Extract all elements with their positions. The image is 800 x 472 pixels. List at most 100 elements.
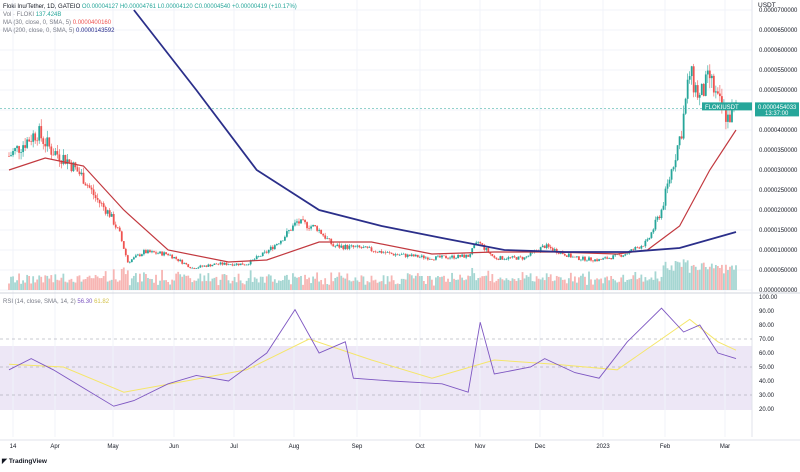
candle-body: [527, 255, 530, 257]
volume-bar: [513, 279, 516, 290]
volume-bar: [408, 274, 411, 290]
candle-body: [567, 253, 570, 257]
candle-body: [338, 244, 341, 248]
candle-body: [604, 257, 606, 259]
volume-bar: [692, 264, 695, 290]
volume-bar: [650, 277, 653, 290]
volume-bar: [225, 275, 228, 290]
candle-body: [666, 183, 669, 189]
candle-body: [340, 245, 343, 248]
candle-body: [229, 264, 232, 265]
volume-bar: [139, 273, 141, 290]
candle-body: [187, 264, 190, 268]
candle-body: [191, 267, 194, 269]
volume-bar: [461, 277, 464, 290]
volume-bar: [435, 277, 437, 290]
candle-body: [257, 256, 260, 257]
candle-body: [300, 219, 302, 224]
candle-body: [34, 133, 37, 141]
legend-symbol[interactable]: Floki Inu/Tether, 1D, GATEIO: [3, 4, 81, 10]
candle-body: [44, 143, 47, 147]
candle-body: [175, 257, 178, 259]
volume-bar: [557, 276, 560, 290]
candle-body: [263, 251, 266, 253]
candle-body: [288, 230, 290, 232]
volume-bar: [700, 263, 703, 290]
candle-body: [435, 256, 437, 260]
candle-body: [193, 267, 196, 269]
legend-vol-label[interactable]: Vol · FLOKI: [3, 12, 35, 18]
candle-body: [390, 252, 393, 254]
volume-bar: [453, 278, 455, 290]
candle-body: [94, 195, 97, 199]
volume-bar: [608, 280, 611, 290]
candle-body: [364, 246, 367, 248]
currency-label[interactable]: USDT: [758, 2, 776, 9]
candle-body: [155, 252, 157, 254]
volume-bar: [674, 261, 677, 290]
volume-bar: [126, 270, 129, 290]
candle-body: [412, 254, 415, 257]
legend-ma200-label[interactable]: MA (200, close, 0, SMA, 5): [3, 28, 75, 34]
volume-bar: [624, 281, 627, 290]
volume-bar: [449, 281, 451, 290]
candle-body: [634, 247, 637, 250]
volume-bar: [205, 280, 208, 290]
candle-body: [692, 66, 695, 93]
legend-rsi-label[interactable]: RSI (14, close, SMA, 14, 2): [3, 299, 76, 305]
volume-bar: [646, 280, 649, 290]
volume-bar: [302, 284, 304, 290]
candles: [8, 63, 737, 269]
volume-bar: [279, 280, 282, 290]
candle-body: [422, 255, 425, 259]
volume-bar: [167, 281, 169, 290]
candle-body: [286, 231, 288, 237]
tradingview-logo[interactable]: ◤ TradingView: [2, 457, 47, 465]
candle-body: [304, 220, 306, 223]
rsi-axis[interactable]: 100.00 90.00 80.00 70.00 60.00 50.00 40.00 30.0…: [759, 295, 778, 413]
volume-bar: [28, 275, 31, 290]
candle-body: [656, 216, 659, 220]
time-tick-label: Apr: [50, 444, 59, 450]
volume-bar: [70, 278, 73, 290]
volume-bar: [594, 279, 596, 290]
volume-bar: [684, 262, 687, 290]
candle-body: [483, 244, 486, 250]
rsi-ma-line: [8, 318, 737, 393]
price-tick-label: 0.0000350000: [759, 148, 798, 154]
volume-bar: [384, 284, 387, 290]
volume-bar: [346, 273, 349, 290]
volume-bar: [292, 273, 294, 290]
volume-bar: [290, 284, 292, 290]
candle-body: [54, 151, 57, 156]
candle-body: [100, 203, 103, 204]
price-tag-symbol-bg: [702, 102, 752, 111]
rsi-line: [8, 307, 737, 407]
candle-body: [362, 247, 365, 249]
candle-body: [696, 85, 699, 98]
candle-body: [618, 254, 621, 255]
legend-volume-row: Vol · FLOKI 137.424B: [3, 11, 61, 19]
volume-bar: [567, 278, 570, 290]
candle-body: [642, 246, 645, 247]
legend-ma30-label[interactable]: MA (30, close, 0, SMA, 5): [3, 20, 72, 26]
price-tick-label: 0.0000200000: [759, 208, 798, 214]
volume-bar: [352, 280, 355, 290]
candle-body: [225, 262, 228, 266]
price-axis[interactable]: 0.0000700000 0.0000650000 0.0000600000 0.00…: [759, 8, 798, 294]
candle-body: [588, 257, 590, 261]
volume-bar: [8, 283, 10, 290]
volume-bar: [733, 269, 735, 290]
volume-bar: [175, 273, 178, 290]
volume-bar: [422, 281, 425, 290]
time-axis[interactable]: 14 Apr May Jun Jul Aug Sep Oct Nov Dec 2023 Feb Mar: [0, 439, 800, 450]
candle-body: [549, 246, 552, 249]
candle-body: [626, 253, 629, 255]
volume-bar: [664, 261, 667, 290]
candle-body: [181, 259, 184, 264]
candle-body: [580, 259, 582, 261]
candle-body: [539, 247, 542, 252]
price-tick-label: 0.0000400000: [759, 128, 798, 134]
candle-body: [92, 189, 95, 196]
